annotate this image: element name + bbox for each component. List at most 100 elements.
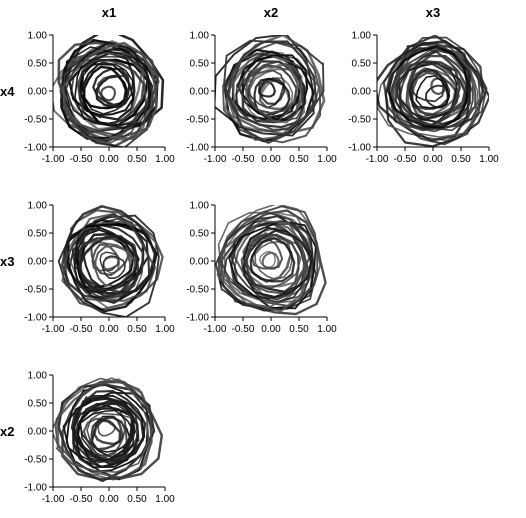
- x-tick-label: -1.00: [204, 324, 227, 335]
- x-tick-label: 0.50: [451, 154, 471, 165]
- trajectory-segment: [97, 74, 131, 108]
- trajectory-segment: [243, 226, 314, 299]
- trajectory-segment: [389, 48, 480, 138]
- trajectory-segment: [259, 250, 276, 268]
- trajectory-segment: [228, 220, 317, 310]
- y-tick-label: 1.00: [28, 31, 48, 42]
- x-tick-label: 0.00: [99, 154, 119, 165]
- trajectory-segment: [216, 220, 307, 313]
- panels-layer: 1.000.500.00-0.50-1.00-1.00 -0.50 0.00 0.50…: [24, 31, 499, 506]
- trajectory-segment: [258, 80, 276, 98]
- trajectory-segment: [395, 60, 461, 127]
- panel-x3-vs-x1: 1.00 0.50 0.00 -0.50 -1.00-1.00 -0.50 0.00 0.50…: [24, 201, 175, 336]
- trajectory-segment: [94, 244, 137, 288]
- trajectory-segment: [54, 377, 150, 473]
- trajectory-segment: [222, 41, 322, 144]
- x-tick-label: 1.00: [155, 154, 175, 165]
- trajectory-segment: [405, 63, 460, 118]
- y-tick-label: -1.00: [348, 143, 371, 154]
- panel-x3-vs-x2: 1.00 0.50 0.00 -0.50 -1.00-1.00 -0.50 0.00 0.50…: [186, 201, 337, 336]
- trajectory-segment: [219, 205, 321, 304]
- row-title-x4: x4: [0, 84, 15, 99]
- y-tick-label: 0.00: [28, 427, 48, 438]
- y-tick-label: -0.50: [24, 115, 47, 126]
- trajectory-segment: [55, 378, 153, 480]
- x-tick-label: 0.50: [289, 154, 309, 165]
- y-tick-label: 0.00: [190, 257, 210, 268]
- y-tick-label: -1.00: [24, 483, 47, 494]
- trajectory-segment: [65, 41, 152, 127]
- trajectory-segment: [53, 40, 148, 141]
- trajectory-segment: [258, 79, 290, 110]
- y-tick-label: 1.00: [28, 201, 48, 212]
- y-tick-label: 1.00: [190, 31, 210, 42]
- trajectory-segment: [235, 60, 305, 131]
- x-tick-label: 0.00: [99, 324, 119, 335]
- trajectory-1: [215, 35, 326, 144]
- x-tick-label: -1.00: [42, 494, 65, 505]
- trajectory-segment: [250, 238, 284, 270]
- trajectory-4: [215, 205, 327, 316]
- y-tick-label: 1.00: [190, 201, 210, 212]
- panel-x4-vs-x1: 1.00 0.50 0.00 -0.50 -1.00-1.00 -0.50 0.00 0.50…: [24, 31, 175, 166]
- y-tick-label: -0.50: [186, 285, 209, 296]
- trajectory-segment: [219, 209, 327, 316]
- titles-layer: x1 x2 x3 x4 x3 x2: [0, 5, 440, 439]
- x-tick-label: 0.00: [99, 494, 119, 505]
- y-tick-label: -1.00: [186, 143, 209, 154]
- trajectory-segment: [100, 85, 117, 102]
- column-title-x2: x2: [264, 5, 278, 20]
- x-tick-label: -0.50: [70, 494, 93, 505]
- trajectory-segment: [226, 40, 317, 129]
- x-tick-label: 0.00: [261, 324, 281, 335]
- trajectory-segment: [82, 65, 128, 110]
- x-tick-label: -0.50: [394, 154, 417, 165]
- y-tick-label: 0.50: [190, 59, 210, 70]
- x-tick-label: -0.50: [70, 154, 93, 165]
- trajectory-segment: [76, 402, 135, 463]
- trajectory-segment: [67, 223, 158, 313]
- y-tick-label: -1.00: [24, 313, 47, 324]
- y-tick-label: 0.50: [190, 229, 210, 240]
- trajectory-segment: [257, 77, 286, 105]
- y-tick-label: 0.00: [28, 87, 48, 98]
- trajectory-segment: [249, 237, 296, 283]
- trajectory-segment: [217, 211, 315, 308]
- y-tick-label: -0.50: [24, 285, 47, 296]
- x-tick-label: 1.00: [155, 494, 175, 505]
- y-tick-label: 0.00: [352, 87, 372, 98]
- x-tick-label: 0.50: [127, 154, 147, 165]
- x-tick-label: -1.00: [42, 154, 65, 165]
- trajectory-segment: [93, 415, 124, 446]
- trajectory-segment: [70, 47, 150, 129]
- trajectory-segment: [90, 418, 122, 451]
- trajectory-2: [377, 35, 489, 147]
- trajectory-segment: [224, 52, 305, 133]
- panel-x2-vs-x1: 1.00 0.50 0.00 -0.50 -1.00-1.00 -0.50 0.00 0.50…: [24, 371, 175, 506]
- column-title-x3: x3: [426, 5, 440, 20]
- row-title-x3: x3: [0, 254, 14, 269]
- y-tick-label: -1.00: [24, 143, 47, 154]
- x-tick-label: 0.00: [423, 154, 443, 165]
- trajectory-segment: [387, 45, 469, 129]
- y-tick-label: -0.50: [348, 115, 371, 126]
- trajectory-segment: [246, 232, 302, 289]
- x-tick-label: -0.50: [70, 324, 93, 335]
- trajectory-5: [53, 377, 164, 483]
- x-tick-label: -1.00: [366, 154, 389, 165]
- trajectory-segment: [73, 218, 158, 304]
- trajectory-segment: [410, 68, 445, 103]
- x-tick-label: 1.00: [317, 324, 337, 335]
- x-tick-label: 0.50: [127, 324, 147, 335]
- trajectory-3: [57, 205, 164, 317]
- trajectory-segment: [254, 241, 293, 281]
- panel-x4-vs-x3: 1.00 0.50 0.00 -0.50 -1.00-1.00 -0.50 0.00 0.50…: [348, 31, 499, 166]
- trajectory-segment: [223, 39, 325, 144]
- trajectory-segment: [377, 39, 472, 142]
- trajectory-segment: [91, 243, 120, 272]
- trajectory-segment: [72, 395, 145, 469]
- y-tick-label: 0.50: [28, 399, 48, 410]
- trajectory-segment: [65, 383, 154, 473]
- x-tick-label: 0.50: [289, 324, 309, 335]
